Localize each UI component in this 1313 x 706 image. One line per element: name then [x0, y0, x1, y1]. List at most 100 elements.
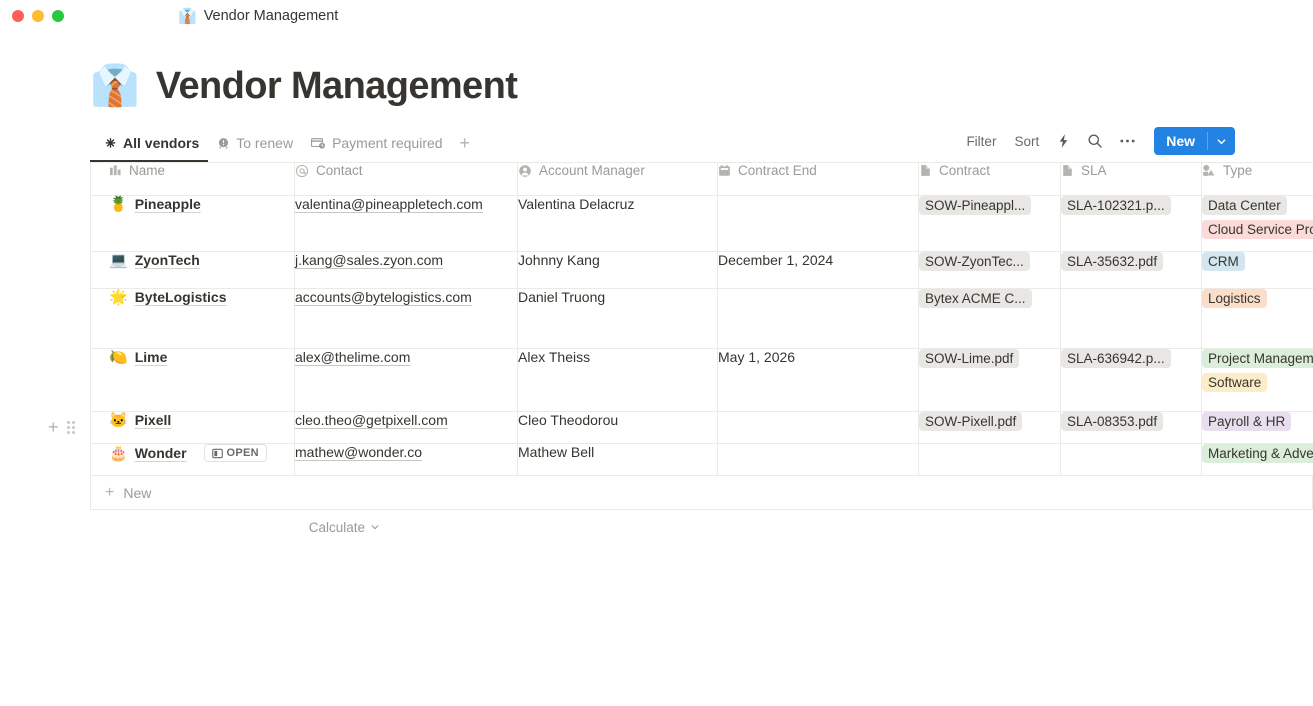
- cell-sla-file[interactable]: SLA-35632.pdf: [1060, 251, 1202, 289]
- tab-payment-required[interactable]: Payment required: [302, 124, 452, 162]
- type-tag[interactable]: CRM: [1202, 252, 1245, 271]
- drag-handle-icon[interactable]: [66, 420, 75, 434]
- cell-contract-end[interactable]: [717, 288, 919, 349]
- row-name-link[interactable]: ZyonTech: [134, 252, 200, 268]
- cell-account-manager[interactable]: Daniel Truong: [517, 288, 718, 349]
- cell-sla-file[interactable]: SLA-102321.p...: [1060, 195, 1202, 252]
- new-row-button[interactable]: + New: [90, 476, 1313, 510]
- file-chip[interactable]: SOW-Lime.pdf: [919, 349, 1020, 368]
- add-view-button[interactable]: +: [459, 132, 470, 153]
- cell-contact[interactable]: j.kang@sales.zyon.com: [294, 251, 518, 289]
- column-header-contact[interactable]: Contact: [294, 162, 518, 196]
- column-header-contract-end[interactable]: Contract End: [717, 162, 919, 196]
- table-row[interactable]: 🍍 Pineapple valentina@pineappletech.com Val…: [90, 195, 1313, 252]
- cell-contract-end[interactable]: [717, 411, 919, 444]
- page-title-text[interactable]: Vendor Management: [155, 64, 518, 107]
- minimize-window-button[interactable]: [32, 10, 44, 22]
- column-header-contract[interactable]: Contract: [918, 162, 1061, 196]
- column-header-type[interactable]: Type: [1201, 162, 1313, 196]
- file-chip[interactable]: SOW-ZyonTec...: [919, 252, 1030, 271]
- type-tag[interactable]: Cloud Service Provider: [1202, 220, 1313, 239]
- cell-account-manager[interactable]: Johnny Kang: [517, 251, 718, 289]
- page-icon-emoji-icon[interactable]: 👔: [90, 64, 140, 108]
- add-row-above-button[interactable]: +: [48, 417, 59, 437]
- table-row[interactable]: 🐱 Pixell cleo.theo@getpixell.com Cleo Theod…: [90, 411, 1313, 444]
- cell-name[interactable]: 🌟 ByteLogistics: [90, 288, 295, 349]
- cell-sla-file[interactable]: SLA-636942.p...: [1060, 348, 1202, 412]
- type-tag[interactable]: Data Center: [1202, 196, 1287, 215]
- column-header-name[interactable]: Name: [90, 162, 295, 196]
- row-name-link[interactable]: Pixell: [134, 412, 172, 428]
- type-tag[interactable]: Marketing & Advertising: [1202, 444, 1313, 463]
- cell-contract-end[interactable]: December 1, 2024: [717, 251, 919, 289]
- cell-contract-file[interactable]: SOW-Pixell.pdf: [918, 411, 1061, 444]
- type-tag[interactable]: Logistics: [1202, 289, 1267, 308]
- cell-account-manager[interactable]: Alex Theiss: [517, 348, 718, 412]
- cell-contact[interactable]: accounts@bytelogistics.com: [294, 288, 518, 349]
- cell-name[interactable]: 🍋 Lime: [90, 348, 295, 412]
- cell-type[interactable]: CRM: [1201, 251, 1313, 289]
- file-chip[interactable]: SLA-636942.p...: [1061, 349, 1171, 368]
- cell-type[interactable]: Payroll & HR: [1201, 411, 1313, 444]
- cell-contract-file[interactable]: SOW-Lime.pdf: [918, 348, 1061, 412]
- cell-name[interactable]: 🎂 Wonder OPEN: [90, 443, 295, 476]
- table-row[interactable]: 🍋 Lime alex@thelime.com Alex Theiss May 1, 2…: [90, 348, 1313, 412]
- cell-contact[interactable]: mathew@wonder.co: [294, 443, 518, 476]
- zoom-window-button[interactable]: [52, 10, 64, 22]
- table-row[interactable]: 🎂 Wonder OPEN mathew@wonder.co Mathew Bell Ma…: [90, 443, 1313, 476]
- email-link[interactable]: alex@thelime.com: [295, 349, 411, 365]
- cell-type[interactable]: Data Center Cloud Service Provider: [1201, 195, 1313, 252]
- type-tag[interactable]: Payroll & HR: [1202, 412, 1292, 431]
- cell-contract-file[interactable]: SOW-Pineappl...: [918, 195, 1061, 252]
- cell-name[interactable]: 💻 ZyonTech: [90, 251, 295, 289]
- file-chip[interactable]: SLA-102321.p...: [1061, 196, 1171, 215]
- cell-sla-file[interactable]: [1060, 443, 1202, 476]
- tab-to-renew[interactable]: To renew: [208, 124, 302, 162]
- cell-contract-end[interactable]: [717, 195, 919, 252]
- cell-contract-file[interactable]: [918, 443, 1061, 476]
- cell-contact[interactable]: alex@thelime.com: [294, 348, 518, 412]
- cell-contact[interactable]: cleo.theo@getpixell.com: [294, 411, 518, 444]
- file-chip[interactable]: SLA-08353.pdf: [1061, 412, 1164, 431]
- sort-button[interactable]: Sort: [1014, 133, 1040, 149]
- chevron-down-icon[interactable]: [1208, 127, 1235, 155]
- file-chip[interactable]: SOW-Pixell.pdf: [919, 412, 1023, 431]
- cell-contract-file[interactable]: SOW-ZyonTec...: [918, 251, 1061, 289]
- file-chip[interactable]: SLA-35632.pdf: [1061, 252, 1164, 271]
- table-row[interactable]: 🌟 ByteLogistics accounts@bytelogistics.com…: [90, 288, 1313, 349]
- email-link[interactable]: accounts@bytelogistics.com: [295, 289, 472, 305]
- cell-account-manager[interactable]: Mathew Bell: [517, 443, 718, 476]
- cell-name[interactable]: 🍍 Pineapple: [90, 195, 295, 252]
- filter-button[interactable]: Filter: [966, 133, 997, 149]
- email-link[interactable]: valentina@pineappletech.com: [295, 196, 483, 212]
- file-chip[interactable]: Bytex ACME C...: [919, 289, 1032, 308]
- column-header-account-manager[interactable]: Account Manager: [517, 162, 718, 196]
- column-header-sla[interactable]: SLA: [1060, 162, 1202, 196]
- close-window-button[interactable]: [12, 10, 24, 22]
- search-icon[interactable]: [1079, 128, 1111, 154]
- new-button[interactable]: New: [1166, 133, 1195, 149]
- file-chip[interactable]: SOW-Pineappl...: [919, 196, 1032, 215]
- cell-type[interactable]: Project Management Software: [1201, 348, 1313, 412]
- ellipsis-icon[interactable]: [1111, 128, 1144, 154]
- email-link[interactable]: cleo.theo@getpixell.com: [295, 412, 448, 428]
- type-tag[interactable]: Software: [1202, 373, 1268, 392]
- row-name-link[interactable]: ByteLogistics: [134, 289, 227, 305]
- email-link[interactable]: j.kang@sales.zyon.com: [295, 252, 444, 268]
- calculate-button[interactable]: Calculate: [90, 510, 390, 544]
- lightning-icon[interactable]: [1048, 128, 1079, 154]
- cell-contact[interactable]: valentina@pineappletech.com: [294, 195, 518, 252]
- cell-sla-file[interactable]: [1060, 288, 1202, 349]
- row-name-link[interactable]: Lime: [134, 349, 168, 365]
- tab-all-vendors[interactable]: All vendors: [90, 124, 209, 162]
- cell-sla-file[interactable]: SLA-08353.pdf: [1060, 411, 1202, 444]
- open-row-button[interactable]: OPEN: [203, 444, 267, 462]
- row-name-link[interactable]: Wonder: [134, 445, 187, 461]
- table-row[interactable]: 💻 ZyonTech j.kang@sales.zyon.com Johnny Kan…: [90, 251, 1313, 289]
- cell-type[interactable]: Marketing & Advertising: [1201, 443, 1313, 476]
- row-name-link[interactable]: Pineapple: [134, 196, 201, 212]
- cell-name[interactable]: 🐱 Pixell: [90, 411, 295, 444]
- cell-type[interactable]: Logistics: [1201, 288, 1313, 349]
- cell-account-manager[interactable]: Cleo Theodorou: [517, 411, 718, 444]
- cell-contract-end[interactable]: [717, 443, 919, 476]
